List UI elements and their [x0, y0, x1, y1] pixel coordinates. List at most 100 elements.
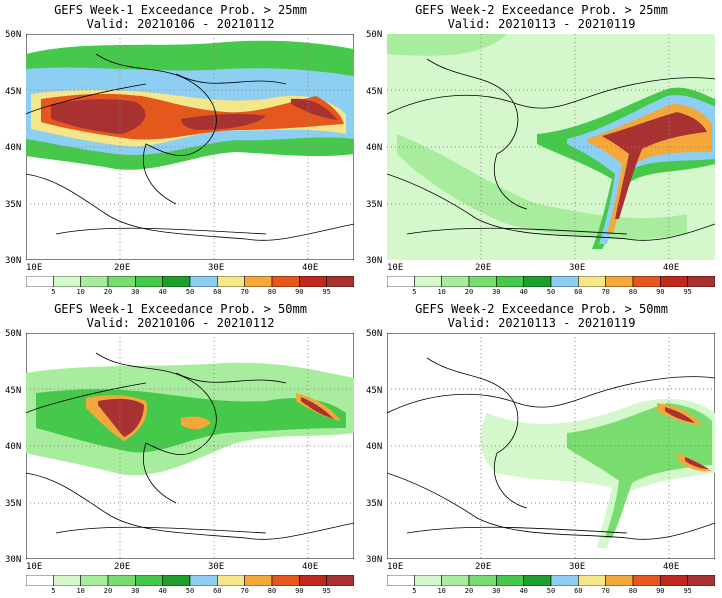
colorbar-label: 40	[519, 587, 528, 595]
lon-label: 30E	[208, 562, 225, 572]
lat-label: 50N	[5, 30, 22, 40]
colorbar	[26, 575, 354, 586]
lat-label: 35N	[5, 499, 22, 509]
panel-week1-50mm: GEFS Week-1 Exceedance Prob. > 50mm Vali…	[0, 299, 361, 598]
colorbar-label: 40	[158, 288, 167, 296]
colorbar	[26, 276, 354, 287]
colorbar-swatch	[271, 575, 300, 586]
lon-label: 10E	[387, 562, 404, 572]
colorbar-label: 80	[628, 587, 638, 595]
lat-label: 30N	[5, 555, 22, 565]
colorbar-swatch	[244, 575, 273, 586]
panel-week1-25mm: GEFS Week-1 Exceedance Prob. > 25mm Vali…	[0, 0, 361, 299]
colorbar-label: 70	[240, 288, 249, 296]
colorbar-label: 50	[546, 587, 556, 595]
colorbar-label: 40	[158, 587, 167, 595]
colorbar-swatch	[468, 276, 497, 287]
probability-map	[387, 34, 715, 260]
lon-label: 30E	[569, 562, 586, 572]
colorbar-label: 80	[267, 587, 277, 595]
lat-label: 35N	[366, 200, 383, 210]
colorbar-swatch	[107, 276, 136, 287]
lat-label: 40N	[366, 442, 383, 452]
lon-label: 20E	[114, 562, 131, 572]
colorbar-label: 20	[464, 587, 474, 595]
colorbar-swatch	[578, 575, 606, 586]
colorbar-label: 5	[412, 587, 417, 595]
lat-label: 30N	[366, 555, 383, 565]
colorbar-swatch	[135, 276, 163, 287]
colorbar	[387, 575, 715, 586]
colorbar-swatch	[687, 575, 715, 586]
panel-title: GEFS Week-2 Exceedance Prob. > 25mm	[415, 3, 668, 17]
colorbar-label: 5	[51, 288, 56, 296]
lat-label: 35N	[5, 200, 22, 210]
probability-map	[26, 34, 354, 260]
lat-label: 45N	[366, 386, 383, 396]
colorbar-swatch	[523, 276, 552, 287]
colorbar-swatch	[660, 575, 688, 586]
colorbar-label: 10	[437, 587, 446, 595]
lon-label: 40E	[663, 562, 680, 572]
lat-label: 30N	[5, 256, 22, 266]
colorbar-label: 70	[601, 587, 610, 595]
lat-label: 50N	[366, 329, 383, 339]
lon-label: 10E	[387, 263, 404, 273]
lon-label: 40E	[302, 263, 319, 273]
lat-label: 40N	[366, 143, 383, 153]
panel-title: GEFS Week-1 Exceedance Prob. > 50mm	[54, 302, 307, 316]
colorbar-label: 80	[628, 288, 638, 296]
panel-week2-50mm: GEFS Week-2 Exceedance Prob. > 50mm Vali…	[361, 299, 722, 598]
colorbar-label: 90	[656, 587, 665, 595]
lon-label: 20E	[475, 263, 492, 273]
colorbar-swatch	[660, 276, 688, 287]
colorbar-label: 30	[131, 288, 140, 296]
colorbar-swatch	[523, 575, 552, 586]
colorbar-swatch	[162, 276, 191, 287]
colorbar-swatch	[387, 575, 415, 586]
lon-label: 40E	[302, 562, 319, 572]
colorbar-label: 95	[322, 587, 331, 595]
colorbar-label: 95	[683, 587, 692, 595]
colorbar-swatch	[299, 575, 327, 586]
colorbar-swatch	[632, 575, 661, 586]
lon-label: 30E	[569, 263, 586, 273]
colorbar-label: 50	[546, 288, 556, 296]
panel-valid-dates: Valid: 20210113 - 20210119	[447, 17, 636, 31]
colorbar-swatch	[578, 276, 606, 287]
colorbar-swatch	[496, 276, 524, 287]
colorbar-label: 20	[103, 288, 113, 296]
colorbar-label: 95	[322, 288, 331, 296]
panel-title: GEFS Week-2 Exceedance Prob. > 50mm	[415, 302, 668, 316]
lat-label: 40N	[5, 442, 22, 452]
colorbar-label: 70	[240, 587, 249, 595]
colorbar-swatch	[53, 276, 81, 287]
colorbar-label: 95	[683, 288, 692, 296]
colorbar-swatch	[26, 575, 54, 586]
lat-label: 50N	[5, 329, 22, 339]
colorbar-label: 30	[131, 587, 140, 595]
lon-label: 30E	[208, 263, 225, 273]
colorbar-label: 20	[103, 587, 113, 595]
colorbar-label: 10	[437, 288, 446, 296]
lon-label: 10E	[26, 263, 43, 273]
colorbar-label: 90	[295, 288, 304, 296]
colorbar-swatch	[162, 575, 191, 586]
colorbar-label: 80	[267, 288, 277, 296]
panel-valid-dates: Valid: 20210113 - 20210119	[447, 316, 636, 330]
colorbar-swatch	[605, 276, 634, 287]
lat-label: 50N	[366, 30, 383, 40]
lat-label: 45N	[5, 386, 22, 396]
lat-label: 35N	[366, 499, 383, 509]
colorbar-label: 50	[185, 288, 195, 296]
colorbar-swatch	[53, 575, 81, 586]
lon-label: 40E	[663, 263, 680, 273]
colorbar-swatch	[468, 575, 497, 586]
colorbar-label: 90	[656, 288, 665, 296]
colorbar-label: 60	[574, 587, 583, 595]
colorbar-swatch	[550, 575, 579, 586]
panel-week2-25mm: GEFS Week-2 Exceedance Prob. > 25mm Vali…	[361, 0, 722, 299]
colorbar-label: 60	[213, 288, 222, 296]
colorbar-label: 10	[76, 288, 85, 296]
lat-label: 45N	[366, 87, 383, 97]
